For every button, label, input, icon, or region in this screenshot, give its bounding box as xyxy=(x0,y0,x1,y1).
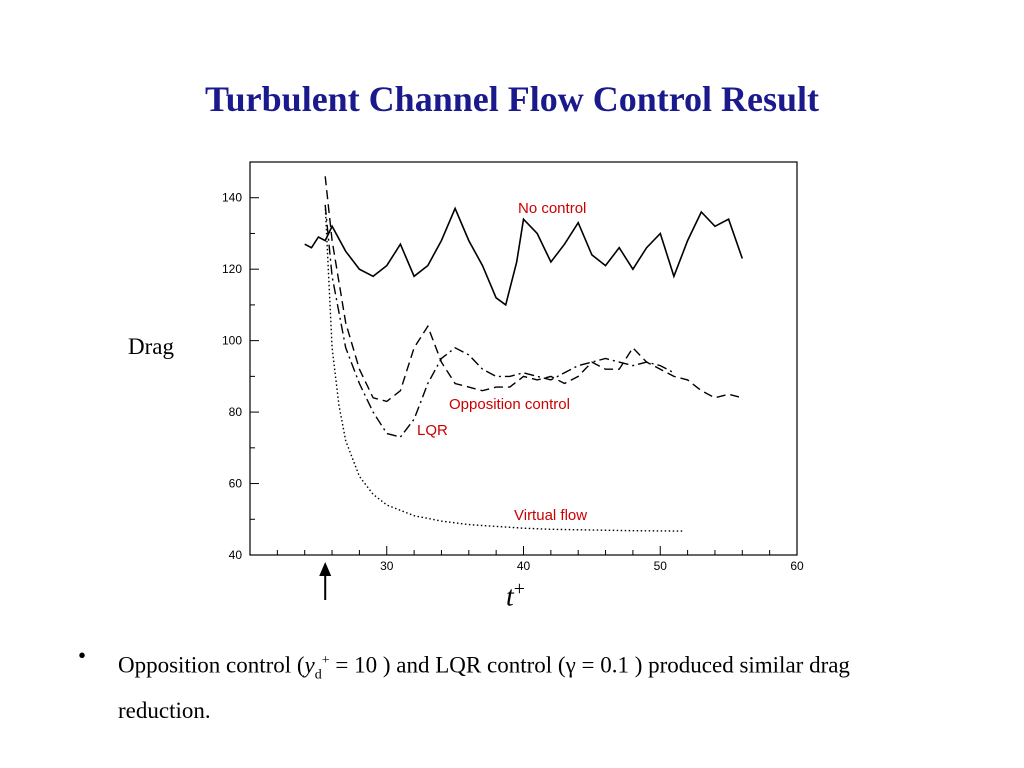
bullet-marker: • xyxy=(78,643,87,668)
series-line-virtual-flow xyxy=(324,204,684,532)
y-tick-label: 60 xyxy=(229,477,243,491)
series-label-virtual-flow: Virtual flow xyxy=(514,507,587,524)
y-tick-label: 80 xyxy=(229,405,243,419)
bullet-var-sub: d xyxy=(314,667,322,683)
slide-title: Turbulent Channel Flow Control Result xyxy=(204,79,820,119)
x-axis-label-var: t xyxy=(506,581,514,613)
arrow-head xyxy=(319,562,332,576)
x-tick-label: 60 xyxy=(790,559,804,573)
y-tick-label: 40 xyxy=(229,548,243,562)
series-lines xyxy=(304,176,744,532)
series-label-opposition-control: Opposition control xyxy=(449,396,570,413)
y-tick-label: 140 xyxy=(222,191,242,205)
x-axis-label-sup: + xyxy=(513,578,526,600)
bullet-var: y xyxy=(304,652,315,678)
x-tick-label: 50 xyxy=(654,559,668,573)
x-axis: 30 40 50 60 xyxy=(276,546,804,573)
bullet-text-part1: Opposition control ( xyxy=(118,652,305,678)
bullet-text-part2: = 10 ) and LQR control (γ = 0.1 ) produc… xyxy=(118,652,850,724)
series-line-no-control xyxy=(304,206,744,307)
y-tick-label: 120 xyxy=(222,262,242,276)
bullet-var-sup: + xyxy=(321,653,330,668)
y-axis: 40 60 80 100 120 140 xyxy=(222,191,259,562)
x-tick-label: 30 xyxy=(380,559,394,573)
y-tick-label: 100 xyxy=(222,334,242,348)
arrow-marker xyxy=(319,562,332,600)
x-tick-label: 40 xyxy=(517,559,531,573)
y-axis-label: Drag xyxy=(128,334,174,359)
x-axis-label: t+ xyxy=(506,578,525,613)
series-label-lqr: LQR xyxy=(417,422,448,439)
series-label-no-control: No control xyxy=(518,200,586,217)
bullet-text: Opposition control (yd+ = 10 ) and LQR c… xyxy=(118,643,918,729)
series-line-lqr xyxy=(324,204,675,438)
series-line-opposition-control xyxy=(324,176,743,403)
